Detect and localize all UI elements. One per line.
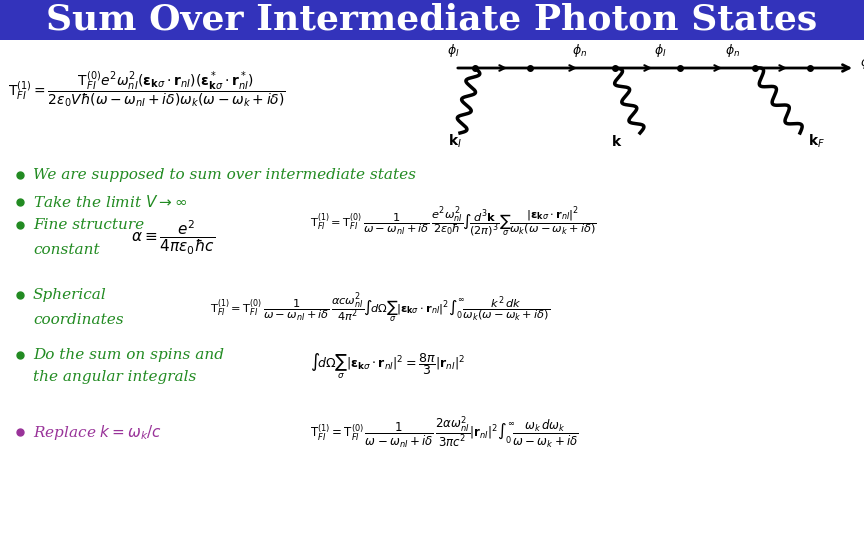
Text: coordinates: coordinates: [33, 313, 124, 327]
Text: Fine structure: Fine structure: [33, 218, 144, 232]
Text: $\phi_n$: $\phi_n$: [726, 42, 740, 59]
Text: $\phi_n$: $\phi_n$: [573, 42, 588, 59]
Text: Replace $k=\omega_k/c$: Replace $k=\omega_k/c$: [33, 422, 162, 442]
Text: Do the sum on spins and: Do the sum on spins and: [33, 348, 224, 362]
Text: $\phi_I$: $\phi_I$: [447, 42, 460, 59]
Text: $\mathrm{T}_{FI}^{(1)} = \dfrac{\mathrm{T}_{FI}^{(0)}e^2\omega_{nI}^2(\boldsymbo: $\mathrm{T}_{FI}^{(1)} = \dfrac{\mathrm{…: [8, 70, 286, 110]
Text: $\mathbf{k}_I$: $\mathbf{k}_I$: [448, 133, 462, 151]
Text: $\alpha\equiv\dfrac{e^2}{4\pi\varepsilon_0\hbar c}$: $\alpha\equiv\dfrac{e^2}{4\pi\varepsilon…: [131, 219, 215, 257]
Text: $\mathbf{k}_F$: $\mathbf{k}_F$: [808, 133, 825, 151]
Text: We are supposed to sum over intermediate states: We are supposed to sum over intermediate…: [33, 168, 416, 182]
Text: Spherical: Spherical: [33, 288, 107, 302]
Text: Take the limit $V\rightarrow\infty$: Take the limit $V\rightarrow\infty$: [33, 194, 187, 210]
Text: Sum Over Intermediate Photon States: Sum Over Intermediate Photon States: [47, 3, 817, 37]
Text: the angular integrals: the angular integrals: [33, 370, 196, 384]
Text: $\mathrm{T}_{FI}^{(1)}=\mathrm{T}_{FI}^{(0)}\,\dfrac{1}{\omega-\omega_{nI}+i\del: $\mathrm{T}_{FI}^{(1)}=\mathrm{T}_{FI}^{…: [310, 414, 579, 450]
Text: $\mathbf{k}$: $\mathbf{k}$: [612, 134, 623, 149]
Text: $\int\!d\Omega\sum_\sigma|\boldsymbol{\varepsilon}_{\mathbf{k}\sigma}\cdot\mathb: $\int\!d\Omega\sum_\sigma|\boldsymbol{\v…: [310, 351, 465, 381]
Text: $\phi_F$: $\phi_F$: [860, 54, 864, 71]
Text: $\phi_I$: $\phi_I$: [654, 42, 666, 59]
Text: $\mathrm{T}_{FI}^{(1)}=\mathrm{T}_{FI}^{(0)}\,\dfrac{1}{\omega-\omega_{nI}+i\del: $\mathrm{T}_{FI}^{(1)}=\mathrm{T}_{FI}^{…: [210, 291, 550, 325]
Text: constant: constant: [33, 243, 99, 257]
Text: $\mathrm{T}_{FI}^{(1)}=\mathrm{T}_{FI}^{(0)}\,\dfrac{1}{\omega-\omega_{nI}+i\del: $\mathrm{T}_{FI}^{(1)}=\mathrm{T}_{FI}^{…: [310, 205, 597, 239]
Bar: [0, 0, 864, 40]
